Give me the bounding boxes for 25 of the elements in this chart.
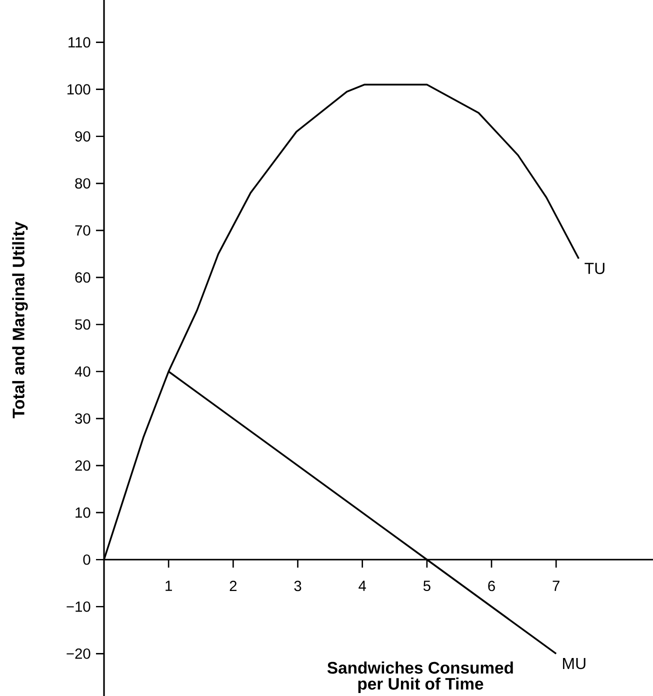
series-label: MU xyxy=(563,658,586,670)
y-tick-label: 20 xyxy=(75,460,90,471)
x-tick-label: 3 xyxy=(294,580,302,592)
y-axis-title: Total and Marginal Utility xyxy=(12,222,28,418)
y-tick-label: 10 xyxy=(76,507,90,518)
y-tick-label: −20 xyxy=(66,648,90,659)
y-tick-label: 60 xyxy=(75,272,90,283)
x-tick-label: 7 xyxy=(552,580,560,591)
y-tick-label: 0 xyxy=(83,554,90,565)
x-tick-label: 4 xyxy=(358,580,366,591)
series-label: TU xyxy=(584,262,604,274)
y-tick-label: 30 xyxy=(75,413,90,424)
x-tick-label: 2 xyxy=(230,580,237,592)
y-tick-label: 50 xyxy=(75,319,90,330)
y-tick-label: 100 xyxy=(67,84,90,95)
y-tick-label: 70 xyxy=(75,225,90,236)
y-tick-label: 40 xyxy=(74,366,90,377)
x-tick-label: 5 xyxy=(423,580,430,592)
y-tick-label: 110 xyxy=(68,37,90,48)
x-axis-title: Sandwiches Consumed per Unit of Time xyxy=(327,661,513,693)
x-tick-label: 6 xyxy=(488,580,495,592)
y-tick-label: 80 xyxy=(75,178,90,189)
y-tick-label: 90 xyxy=(75,131,90,142)
x-tick-label: 1 xyxy=(166,580,172,591)
y-tick-label: −10 xyxy=(66,601,90,612)
